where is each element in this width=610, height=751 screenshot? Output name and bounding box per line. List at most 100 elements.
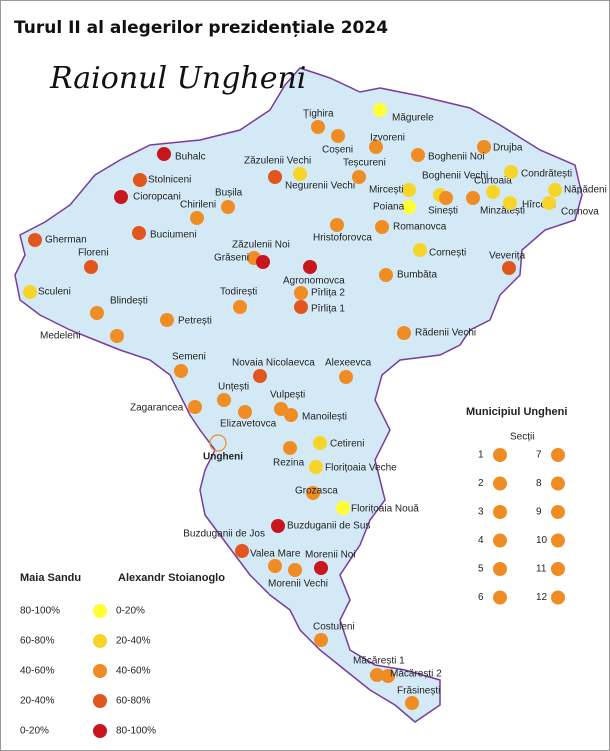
place-dot [235, 544, 249, 558]
place-label: Rădenii Vechi [415, 328, 476, 339]
place-dot [477, 140, 491, 154]
section-label: 10 [536, 535, 548, 546]
section-dot [493, 590, 507, 605]
place-label: Boghenii Vechi [422, 171, 488, 182]
place-dot [502, 261, 516, 275]
legend-sandu: 60-80% [20, 636, 55, 647]
place-label: Costuleni [313, 622, 355, 633]
place-label: Morenii Noi [305, 550, 356, 561]
place-label: Coșeni [322, 145, 353, 156]
place-dot [405, 696, 419, 710]
section-dot [551, 476, 565, 491]
place-label: Măgurele [392, 113, 434, 124]
section-label: 8 [536, 478, 542, 489]
place-label: Novaia Nicolaevca [232, 358, 315, 369]
place-label: Buciumeni [150, 230, 197, 241]
place-dot [188, 400, 202, 414]
section-dot [493, 505, 507, 519]
section-label: 12 [536, 592, 548, 603]
place-label: Pîrlița 1 [311, 304, 345, 315]
place-dot [330, 218, 344, 232]
place-dot [411, 148, 425, 162]
place-dot [373, 103, 387, 117]
place-dot [288, 563, 302, 577]
place-label: Sinești [428, 206, 458, 217]
place-dot [352, 170, 366, 184]
place-dot [84, 260, 98, 274]
place-dot [268, 559, 282, 573]
place-dot [294, 300, 308, 314]
place-dot [303, 260, 317, 274]
map-subtitle: Raionul Ungheni [49, 61, 306, 96]
place-label: Bușila [215, 188, 243, 199]
section-dot [551, 590, 565, 605]
place-label: Cioropcani [133, 192, 181, 203]
place-label: Pîrlița 2 [311, 288, 345, 299]
place-label: Agronomovca [283, 276, 345, 287]
section-dot [551, 448, 565, 462]
place-label: Florițoaia Veche [325, 463, 397, 474]
place-dot [253, 369, 267, 383]
place-label: Grăseni [214, 253, 249, 264]
place-dot [375, 220, 389, 234]
place-dot [132, 226, 146, 240]
place-label: Buhalc [175, 152, 206, 163]
place-dot [413, 243, 427, 257]
legend-sandu: 20-40% [20, 696, 55, 707]
section-dot [493, 533, 507, 548]
place-dot [313, 436, 327, 450]
place-dot [160, 313, 174, 327]
legend-stoianoglo: 40-60% [116, 666, 151, 677]
place-dot [217, 393, 231, 407]
place-label: Ungheni [203, 452, 243, 463]
section-label: 1 [478, 450, 484, 461]
place-dot [466, 191, 480, 205]
place-dot [370, 668, 384, 682]
place-dot [331, 129, 345, 143]
place-label: Veverița [489, 251, 526, 262]
place-label: Cornești [429, 248, 466, 259]
place-label: Valea Mare [250, 549, 301, 560]
section-label: 3 [478, 507, 484, 518]
place-label: Curtoaia [474, 176, 512, 187]
section-label: 6 [478, 592, 484, 603]
map-title: Turul II al alegerilor prezidențiale 202… [14, 18, 388, 38]
place-dot [309, 460, 323, 474]
place-dot [339, 370, 353, 384]
legend-dot [93, 694, 107, 708]
place-label: Floreni [78, 248, 109, 259]
legend-dot [93, 604, 107, 618]
legend-dot [93, 634, 107, 648]
place-dot [284, 408, 298, 422]
place-label: Morenii Vechi [268, 579, 328, 590]
place-dot [306, 486, 320, 500]
place-label: Hristoforovca [313, 233, 372, 244]
place-label: Țighira [303, 109, 334, 120]
place-label: Zăzulenii Vechi [244, 156, 311, 167]
place-label: Chirileni [180, 200, 216, 211]
section-label: 9 [536, 507, 542, 518]
place-dot [336, 501, 350, 515]
place-label: Zagarancea [130, 403, 184, 414]
place-label: Buzduganii de Sus [287, 521, 370, 532]
place-label: Bumbăta [397, 270, 437, 281]
section-label: 5 [478, 564, 484, 575]
place-dot [486, 185, 500, 199]
place-dot [402, 183, 416, 197]
place-dot [221, 200, 235, 214]
legend-stoianoglo: 60-80% [116, 696, 151, 707]
place-label: Izvoreni [370, 133, 405, 144]
place-dot [90, 306, 104, 320]
place-label: Florițoaia Nouă [351, 504, 419, 515]
legend-sandu: 40-60% [20, 666, 55, 677]
place-label: Minzătești [480, 206, 525, 217]
place-label: Vulpești [270, 390, 305, 401]
place-dot [174, 364, 188, 378]
place-dot [314, 561, 328, 575]
place-label: Năpădeni [564, 185, 607, 196]
place-dot [114, 190, 128, 204]
place-label: Cetireni [330, 439, 364, 450]
place-dot [157, 147, 171, 161]
section-dot [551, 533, 565, 548]
